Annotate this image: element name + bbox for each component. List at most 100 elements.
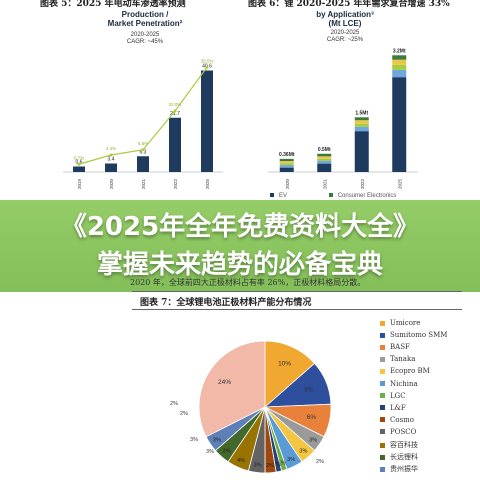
right-stacked-chart: 0.36Mt 2020 0.5Mt 2021 1.5Mt 2022 3.2Mt 2025 — [268, 48, 418, 189]
legend-label: Ecopro BM — [390, 367, 430, 376]
pie-value-label: 3% — [254, 463, 262, 469]
pie-legend-item: Nichina — [380, 380, 418, 388]
stack-segment — [317, 163, 332, 172]
legend-label: L&F — [390, 403, 406, 412]
pie-legend-item: Sumitomo SMM — [380, 331, 447, 339]
left-chart-title: Production / Market Penetration² — [60, 10, 230, 28]
legend-swatch — [380, 356, 385, 362]
bar — [105, 163, 117, 172]
stack-segment — [392, 55, 407, 60]
pie-value-label: 6% — [307, 414, 317, 421]
penetration-label: 22.0% — [169, 102, 182, 107]
figure-7-heading: 图表 7：全球锂电池正极材料产能分布情况 — [140, 298, 312, 308]
penetration-point — [173, 109, 177, 113]
stack-segment — [317, 158, 332, 161]
bar-value-label: 6.3 — [140, 149, 147, 155]
left-chart-cagr: CAGR: ~45% — [126, 39, 164, 45]
legend-swatch — [380, 344, 385, 350]
pie-legend-item: BASF — [380, 343, 410, 351]
penetration-label: 4.4% — [106, 146, 116, 151]
pie-legend-item: POSCO — [380, 428, 416, 436]
stack-segment — [354, 120, 369, 124]
legend-label: 长远锂科 — [390, 453, 418, 462]
x-tick-label: 2021 — [141, 178, 146, 189]
stack-segment — [317, 153, 332, 157]
pie-value-label: 3% — [223, 449, 231, 455]
legend-label: Tanaka — [390, 355, 416, 364]
stack-segment — [317, 160, 332, 164]
pie-outer-label: 2% — [170, 401, 178, 407]
right-chart-period: 2020-2025 — [330, 30, 360, 36]
pie-source-note: 2020 年，全球前四大正极材料占有率 26%，正极材料格局分散。 — [130, 278, 366, 287]
pie-value-label: 3% — [299, 449, 307, 455]
pie-value-label: 8% — [304, 386, 314, 393]
bar-value-label: 0.6 — [76, 160, 83, 166]
stack-segment — [392, 64, 407, 70]
pie-value-label: 10% — [278, 361, 291, 368]
pie-value-label: 1% — [278, 461, 286, 467]
total-label: 0.36Mt — [279, 152, 295, 158]
right-chart-title-line1: by Application³ — [316, 10, 374, 19]
pie-value-label: 3% — [213, 438, 221, 444]
legend-label: LGC — [390, 391, 406, 400]
legend-swatch — [380, 417, 385, 423]
legend-label: POSCO — [390, 427, 417, 436]
stack-segment — [392, 59, 407, 65]
x-tick-label: 2022 — [173, 178, 178, 189]
right-chart-title: by Application³ (Mt LCE) — [270, 10, 420, 28]
bar-value-label: 21.7 — [170, 111, 180, 117]
stack-segment — [279, 165, 294, 168]
penetration-point — [141, 148, 145, 152]
stack-segment — [279, 161, 294, 164]
penetration-label: 6.5% — [138, 141, 148, 146]
stack-segment — [392, 69, 407, 78]
pie-legend-item: 长远锂科 — [380, 452, 418, 462]
stack-segment — [354, 123, 369, 127]
x-tick-label: 2020 — [285, 178, 290, 189]
x-tick-label: 2025 — [205, 178, 210, 189]
bar — [73, 166, 85, 172]
stack-segment — [317, 156, 332, 159]
left-chart-title-line1: Production / — [121, 10, 169, 19]
stack-segment — [279, 167, 294, 172]
x-tick-label: 2020 — [109, 178, 114, 189]
x-tick-label: 2019 — [77, 178, 82, 189]
legend-label: 容百科技 — [390, 441, 418, 449]
legend-swatch — [380, 454, 385, 460]
legend-swatch — [380, 442, 385, 448]
stack-segment — [354, 131, 369, 172]
legend-ev: EV — [279, 193, 288, 199]
penetration-point — [109, 153, 113, 157]
stack-segment — [279, 163, 294, 166]
stack-segment — [354, 117, 369, 121]
penetration-point — [205, 65, 209, 69]
right-chart-title-line2: (Mt LCE) — [328, 19, 362, 28]
pie-slice — [264, 340, 316, 408]
bar — [201, 70, 213, 172]
pie-value-label: 1% — [273, 462, 281, 468]
legend-swatch — [380, 332, 385, 338]
pie-value-label: 24% — [218, 379, 231, 386]
pie-legend-item: 贵州振华 — [380, 464, 418, 474]
left-chart-title-line2: Market Penetration² — [107, 19, 183, 28]
legend-swatch — [380, 429, 385, 435]
legend-swatch — [380, 320, 385, 326]
figure-5-heading: 图表 5：2025 年电动车渗透率预测 — [40, 0, 186, 9]
legend-label: Cosmo — [390, 415, 415, 424]
total-label: 1.5Mt — [355, 110, 368, 116]
pie-legend-item: L&F — [380, 404, 406, 412]
pie-heading-rule — [132, 291, 462, 292]
legend-swatch — [380, 466, 385, 472]
pie-legend-item: Ecopro BM — [380, 367, 430, 375]
legend-swatch — [380, 368, 385, 374]
bar — [169, 117, 181, 172]
legend-label: Nichina — [390, 379, 418, 388]
legend-label: 贵州振华 — [390, 465, 418, 474]
pie-chart: 10%8%6%3%3%3%1%1%2%3%4%3%3%24%2%2%3%3%2% — [170, 340, 332, 474]
stack-segment — [392, 77, 407, 172]
pie-legend-item: Cosmo — [380, 416, 414, 424]
penetration-label: 0.7% — [74, 155, 84, 160]
pie-legend-item: Tanaka — [380, 355, 415, 363]
pie-value-label: 3% — [287, 457, 295, 463]
penetration-label: 39.5% — [201, 58, 214, 63]
